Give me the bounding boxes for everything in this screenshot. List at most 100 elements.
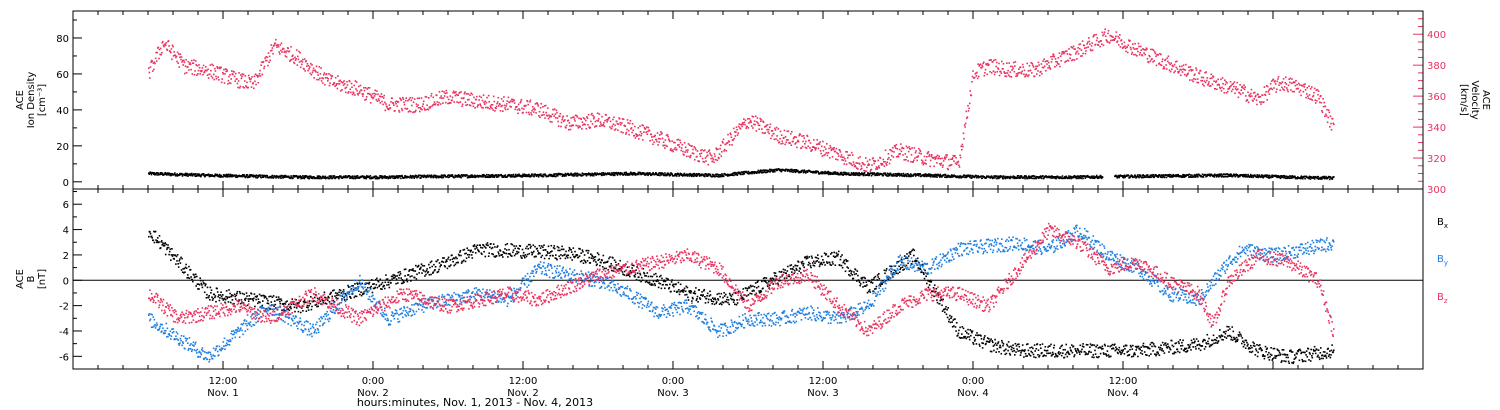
- point-velocity: [657, 144, 659, 146]
- point-velocity: [626, 128, 628, 131]
- point-velocity: [222, 71, 224, 74]
- point-velocity: [245, 86, 248, 88]
- point-density: [987, 175, 990, 177]
- point-velocity: [170, 48, 173, 50]
- point-velocity: [522, 111, 524, 114]
- point-density: [225, 173, 228, 176]
- point-density: [412, 175, 414, 177]
- point-velocity: [1161, 60, 1163, 63]
- point-density: [843, 173, 845, 176]
- point-bx: [217, 295, 219, 298]
- point-density: [1244, 173, 1247, 176]
- point-velocity: [843, 163, 846, 165]
- point-bx: [151, 237, 153, 239]
- point-velocity: [817, 143, 819, 145]
- point-density: [632, 172, 634, 175]
- point-density: [936, 176, 938, 178]
- point-density: [579, 173, 582, 176]
- point-velocity: [950, 164, 953, 166]
- point-velocity: [696, 155, 698, 158]
- point-velocity: [923, 162, 925, 164]
- point-velocity: [918, 152, 921, 154]
- point-bx: [176, 260, 178, 262]
- point-density: [1252, 176, 1254, 179]
- point-velocity: [308, 68, 310, 70]
- point-velocity: [586, 117, 589, 119]
- point-velocity: [848, 154, 850, 157]
- point-velocity: [322, 77, 324, 80]
- point-velocity: [767, 131, 769, 133]
- point-density: [1129, 176, 1131, 178]
- point-velocity: [829, 144, 831, 147]
- point-density: [517, 175, 520, 177]
- point-velocity: [299, 66, 302, 69]
- point-velocity: [776, 139, 779, 142]
- point-density: [916, 173, 919, 175]
- point-density: [619, 173, 621, 176]
- point-density: [1148, 176, 1151, 179]
- point-density: [259, 174, 262, 177]
- point-velocity: [591, 112, 593, 115]
- point-velocity: [411, 104, 413, 107]
- point-velocity: [911, 147, 913, 149]
- axis-label-line: ACE: [1480, 90, 1491, 110]
- point-density: [1261, 174, 1264, 177]
- point-velocity: [241, 73, 244, 75]
- point-velocity: [376, 90, 378, 92]
- point-density: [894, 173, 897, 175]
- point-density: [811, 170, 814, 173]
- point-velocity: [1040, 63, 1043, 65]
- point-velocity: [159, 53, 161, 56]
- point-velocity: [1271, 88, 1274, 91]
- point-density: [512, 173, 515, 176]
- point-density: [611, 172, 613, 174]
- point-velocity: [963, 124, 966, 126]
- point-velocity: [886, 161, 888, 163]
- point-density: [633, 173, 635, 176]
- point-density: [649, 172, 651, 174]
- point-velocity: [996, 71, 999, 73]
- point-velocity: [478, 95, 481, 98]
- point-velocity: [743, 118, 745, 120]
- point-velocity: [228, 82, 231, 84]
- point-velocity: [664, 139, 667, 141]
- point-density: [225, 175, 227, 177]
- point-density: [185, 174, 187, 177]
- point-density: [450, 175, 453, 177]
- point-velocity: [937, 157, 940, 159]
- point-velocity: [640, 132, 643, 135]
- point-density: [1012, 176, 1014, 179]
- point-density: [645, 172, 647, 175]
- point-velocity: [190, 59, 193, 62]
- point-density: [197, 173, 200, 175]
- point-density: [1292, 176, 1294, 179]
- point-density: [859, 173, 861, 175]
- point-density: [256, 177, 259, 179]
- point-density: [219, 175, 221, 177]
- point-velocity: [1251, 95, 1253, 97]
- point-density: [341, 177, 343, 179]
- point-velocity: [209, 64, 212, 66]
- point-velocity: [766, 128, 768, 131]
- point-bx: [251, 298, 254, 300]
- point-density: [226, 173, 229, 176]
- point-velocity: [1010, 65, 1012, 68]
- point-velocity: [1127, 44, 1130, 46]
- point-velocity: [303, 68, 305, 70]
- point-density: [1308, 177, 1310, 180]
- point-density: [202, 173, 204, 175]
- point-velocity: [977, 75, 980, 78]
- point-density: [1328, 178, 1331, 181]
- point-velocity: [1148, 54, 1150, 57]
- point-velocity: [1070, 46, 1073, 48]
- point-velocity: [903, 159, 906, 161]
- point-velocity: [1173, 71, 1175, 74]
- point-density: [395, 176, 398, 179]
- point-density: [705, 173, 707, 176]
- point-density: [302, 175, 304, 177]
- point-velocity: [674, 146, 677, 149]
- point-density: [362, 175, 364, 178]
- point-velocity: [367, 92, 369, 95]
- point-density: [1101, 176, 1104, 178]
- point-velocity: [520, 98, 523, 101]
